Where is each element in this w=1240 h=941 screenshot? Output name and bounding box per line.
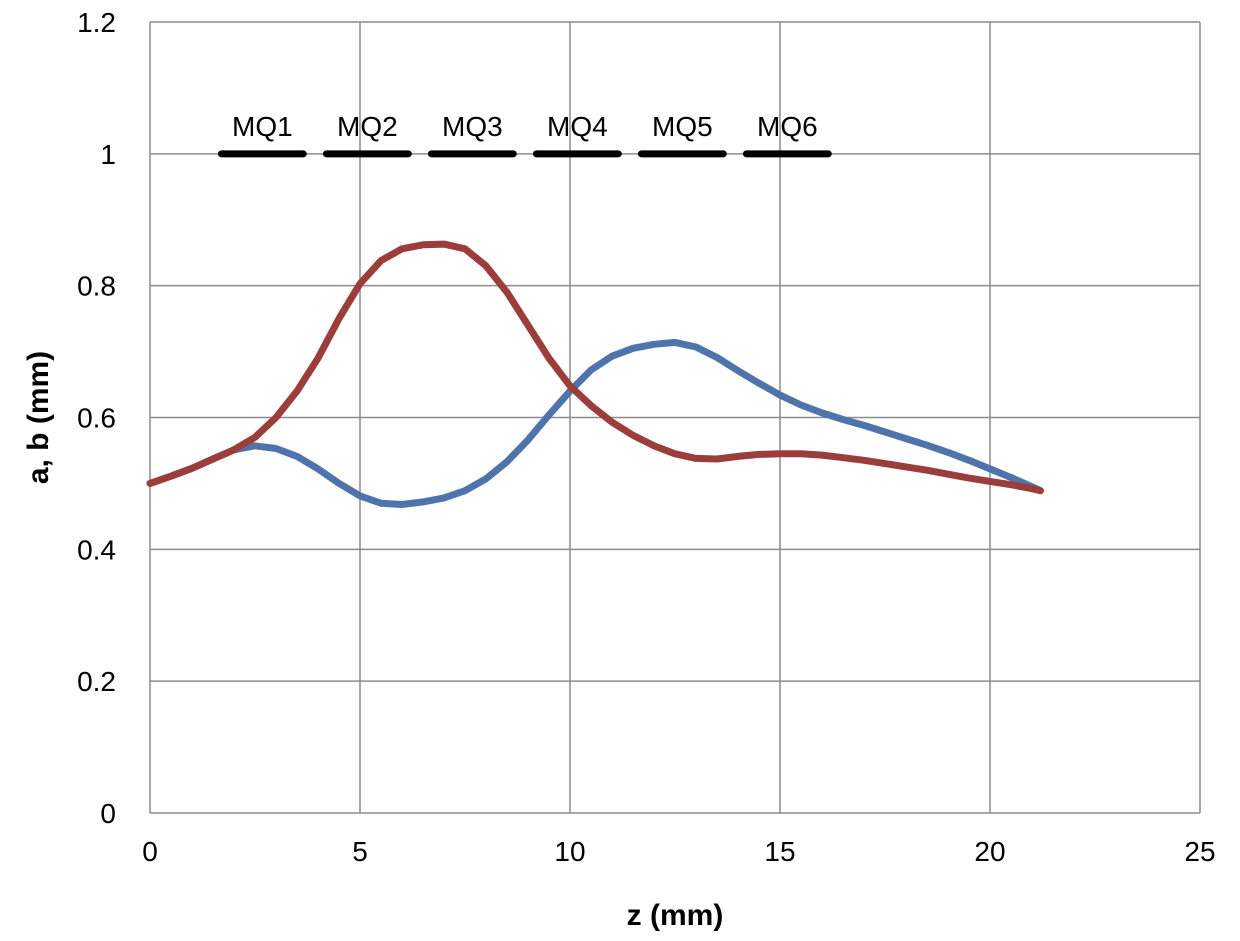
x-tick-label: 25 — [1184, 836, 1215, 867]
magnet-label: MQ1 — [232, 111, 293, 142]
x-tick-label: 20 — [974, 836, 1005, 867]
y-tick-label: 0 — [100, 798, 116, 829]
magnet-layer: MQ1 MQ2 MQ3 MQ4 MQ5 MQ6 — [217, 111, 832, 158]
x-tick-label: 10 — [554, 836, 585, 867]
magnet-label: MQ3 — [442, 111, 503, 142]
x-tick-label: 15 — [764, 836, 795, 867]
series-line-2 — [146, 240, 1044, 495]
magnet-label: MQ2 — [337, 111, 398, 142]
y-tick-label: 1.2 — [77, 7, 116, 38]
y-tick-label: 0.4 — [77, 534, 116, 565]
y-tick-label: 0.8 — [77, 271, 116, 302]
magnet-label: MQ4 — [547, 111, 608, 142]
magnet-label: MQ5 — [652, 111, 713, 142]
series-line-1 — [146, 338, 1044, 508]
y-tick-label: 1 — [100, 139, 116, 170]
x-tick-label: 5 — [352, 836, 368, 867]
y-tick-label: 0.2 — [77, 666, 116, 697]
series-layer — [146, 240, 1044, 508]
y-tick-label: 0.6 — [77, 403, 116, 434]
x-tick-label: 0 — [142, 836, 158, 867]
magnet-label: MQ6 — [757, 111, 818, 142]
tick-labels: 0 5 10 15 20 25 0 0.2 0.4 0.6 0.8 1 1.2 — [77, 7, 1216, 867]
y-axis-title: a, b (mm) — [22, 351, 55, 484]
x-axis-title: z (mm) — [627, 899, 724, 932]
